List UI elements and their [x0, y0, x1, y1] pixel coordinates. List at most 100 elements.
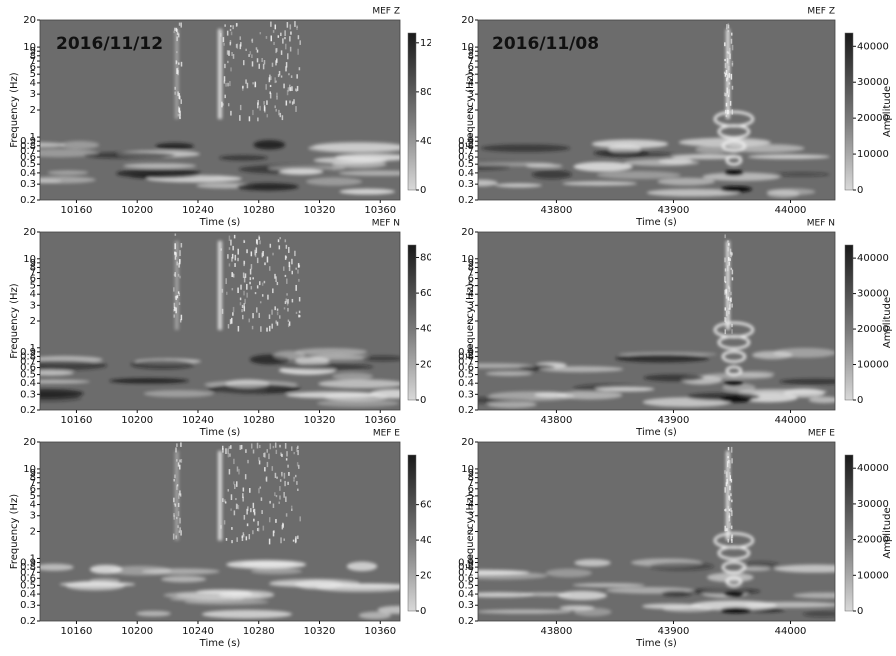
texture-speck	[274, 24, 277, 30]
texture-speck	[258, 457, 260, 461]
texture-speck	[296, 85, 299, 91]
texture-speck	[731, 323, 733, 328]
y-tick-label: 0.9	[458, 136, 474, 147]
texture-speck	[178, 292, 181, 296]
y-tick-label: 9	[30, 46, 36, 57]
texture-speck	[291, 101, 294, 105]
texture-speck	[242, 493, 244, 499]
texture-speck	[288, 246, 290, 253]
texture-speck	[251, 443, 253, 449]
texture-speck	[178, 62, 180, 65]
texture-speck	[248, 116, 251, 122]
colorbar-labels: 0 10000 20000 30000 40000	[857, 253, 889, 406]
texture-speck	[177, 525, 179, 528]
texture-speck	[256, 102, 259, 109]
y-tick-label: 4	[468, 500, 474, 511]
y-tick-label: 7	[468, 56, 474, 67]
texture-speck	[723, 71, 726, 74]
texture-band	[478, 609, 572, 614]
texture-band	[358, 611, 392, 620]
texture-speck	[730, 478, 733, 483]
texture-speck	[283, 83, 285, 89]
texture-speck	[252, 502, 255, 509]
texture-speck	[298, 67, 301, 71]
x-axis-label: Time (s)	[199, 217, 241, 228]
texture-speck	[250, 286, 253, 290]
texture-speck	[729, 522, 731, 529]
texture-speck	[230, 31, 233, 36]
texture-speck	[247, 459, 249, 464]
texture-speck	[228, 247, 231, 250]
texture-band	[236, 183, 299, 191]
texture-speck	[273, 41, 275, 46]
texture-band	[123, 163, 197, 169]
texture-speck	[226, 30, 229, 36]
y-tick-label: 0.4	[20, 589, 36, 600]
texture-speck	[281, 453, 283, 457]
y-tick-label: 8	[30, 51, 36, 62]
texture-speck	[224, 63, 226, 69]
y-tick-label: 0.6	[458, 573, 474, 584]
texture-speck	[236, 23, 238, 26]
texture-speck	[248, 54, 250, 57]
y-tick-label: 0.7	[458, 567, 474, 578]
texture-speck	[730, 291, 732, 296]
texture-band	[783, 388, 825, 398]
texture-band	[538, 366, 624, 373]
texture-speck	[295, 106, 297, 112]
texture-speck	[284, 274, 287, 277]
texture-speck	[254, 251, 257, 258]
texture-band	[595, 386, 655, 392]
y-tick-label: 0.2	[458, 616, 474, 627]
texture-speck	[285, 66, 287, 72]
texture-speck	[231, 272, 233, 277]
texture-band	[751, 350, 793, 360]
texture-speck	[239, 104, 242, 111]
texture-ring	[725, 576, 743, 587]
texture-speck	[258, 63, 260, 69]
texture-speck	[281, 115, 284, 121]
texture-speck	[222, 448, 224, 453]
texture-speck	[278, 109, 280, 116]
texture-speck	[299, 40, 301, 45]
texture-band	[702, 172, 781, 182]
texture-speck	[285, 298, 288, 303]
texture-speck	[242, 85, 244, 89]
texture-band	[278, 363, 374, 371]
texture-speck	[232, 306, 235, 313]
texture-speck	[285, 100, 288, 106]
texture-band	[323, 392, 389, 402]
texture-speck	[294, 250, 296, 257]
texture-speck	[266, 449, 268, 453]
texture-speck	[245, 536, 248, 541]
texture-speck	[724, 257, 726, 263]
x-tick-label: 10200	[121, 205, 153, 216]
texture-speck	[174, 27, 176, 31]
texture-speck	[178, 93, 180, 99]
y-tick-label: 0.5	[20, 580, 36, 591]
texture-speck	[259, 105, 261, 111]
date-label: 2016/11/12	[56, 34, 163, 54]
texture-band	[332, 160, 387, 169]
texture-speck	[228, 446, 231, 450]
texture-speck	[177, 462, 180, 467]
y-tick-label: 1	[30, 343, 36, 354]
texture-speck	[281, 524, 284, 530]
texture-band	[599, 151, 676, 158]
texture-streak	[174, 240, 179, 330]
texture-band	[488, 391, 575, 401]
texture-speck	[285, 458, 288, 461]
texture-speck	[287, 307, 289, 312]
texture-speck	[246, 283, 248, 290]
y-axis-label: Frequency (Hz)	[9, 494, 20, 570]
y-tick-label: 0.7	[458, 146, 474, 157]
texture-speck	[725, 317, 727, 324]
y-tick-label: 8	[468, 473, 474, 484]
texture-speck	[224, 499, 226, 503]
texture-speck	[246, 249, 248, 254]
texture-speck	[272, 530, 275, 537]
texture-speck	[246, 82, 249, 89]
texture-speck	[178, 530, 181, 533]
texture-speck	[227, 60, 229, 64]
texture-speck	[730, 73, 733, 80]
